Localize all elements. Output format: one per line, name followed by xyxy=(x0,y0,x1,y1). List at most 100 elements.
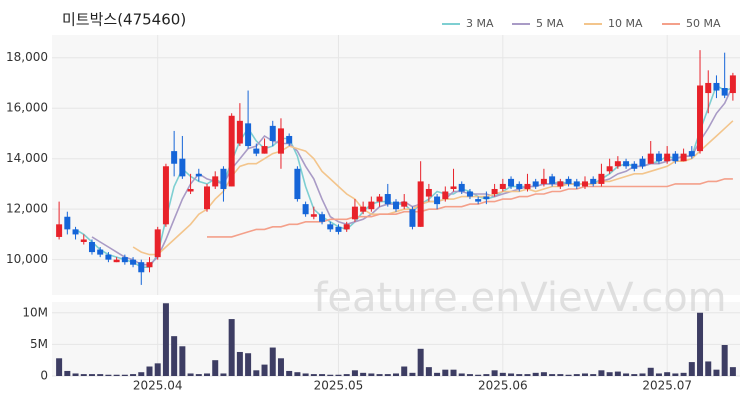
candle-body xyxy=(384,194,391,205)
candle-body xyxy=(376,196,383,202)
volume-bar xyxy=(368,373,375,376)
candle-body xyxy=(705,82,712,94)
y-tick-label: 12,000 xyxy=(6,202,48,216)
candle-body xyxy=(335,226,342,232)
volume-bar xyxy=(729,367,736,376)
volume-bar xyxy=(606,372,613,376)
candle-body xyxy=(614,161,621,167)
candle-body xyxy=(204,186,211,210)
candle-body xyxy=(245,123,252,147)
watermark: feature.enVievV.com xyxy=(313,275,726,321)
candle-body xyxy=(56,224,63,237)
candle-body xyxy=(220,168,227,189)
candle-body xyxy=(360,206,367,212)
volume-bar xyxy=(64,370,71,376)
candle-body xyxy=(138,262,145,273)
volume-bar xyxy=(105,374,112,376)
volume-bar xyxy=(614,371,621,376)
candle-body xyxy=(368,201,375,210)
volume-bar xyxy=(80,374,87,376)
candle-body xyxy=(401,201,408,207)
candle-body xyxy=(631,163,638,169)
candle-body xyxy=(310,214,317,217)
volume-bar xyxy=(146,366,153,376)
candle-body xyxy=(319,214,326,222)
volume-bar xyxy=(286,370,293,376)
candle-body xyxy=(540,178,547,184)
candle-body xyxy=(261,146,268,154)
volume-bar xyxy=(245,353,252,376)
volume-bar xyxy=(647,367,654,376)
volume-bar xyxy=(261,364,268,376)
volume-bar xyxy=(688,362,695,376)
legend-label: 3 MA xyxy=(466,17,494,30)
volume-bar xyxy=(483,374,490,376)
volume-bar xyxy=(327,374,334,376)
volume-bar xyxy=(434,372,441,376)
candle-body xyxy=(664,153,671,162)
candle-body xyxy=(327,224,334,230)
volume-bar xyxy=(187,373,194,376)
candle-body xyxy=(269,125,276,142)
volume-bar xyxy=(664,372,671,376)
volume-bar xyxy=(549,374,556,376)
volume-bar xyxy=(376,374,383,376)
candle-body xyxy=(557,181,564,187)
volume-bar xyxy=(697,312,704,376)
candle-body xyxy=(97,249,104,255)
candle-body xyxy=(393,201,399,210)
volume-bar xyxy=(113,374,120,376)
candle-body xyxy=(72,229,79,235)
volume-bar xyxy=(393,373,399,376)
candle-body xyxy=(524,183,531,189)
volume-bar xyxy=(639,373,646,376)
y-tick-label: 5M xyxy=(30,337,48,351)
volume-bar xyxy=(154,363,161,376)
candle-body xyxy=(146,262,153,268)
volume-bar xyxy=(162,303,169,376)
candle-body xyxy=(162,166,169,225)
candle-body xyxy=(195,173,202,177)
volume-bar xyxy=(516,374,523,376)
volume-bar xyxy=(450,369,457,376)
ma-line xyxy=(207,178,733,238)
candle-body xyxy=(212,176,219,187)
volume-bar xyxy=(475,374,482,376)
volume-bar xyxy=(540,372,547,376)
candle-body xyxy=(302,204,309,215)
volume-bar xyxy=(335,374,342,376)
candle-body xyxy=(573,181,580,187)
volume-bar xyxy=(310,374,317,376)
volume-bar xyxy=(713,369,720,376)
candle-body xyxy=(286,135,293,144)
candle-body xyxy=(105,254,112,260)
volume-bar xyxy=(458,373,465,376)
volume-bar xyxy=(294,372,301,376)
y-tick-label: 16,000 xyxy=(6,101,48,115)
candle-body xyxy=(466,191,473,197)
volume-bar xyxy=(179,346,186,376)
volume-bar xyxy=(557,374,564,376)
candle-body xyxy=(499,183,506,189)
candle-body xyxy=(655,153,662,162)
candle-body xyxy=(236,120,243,144)
volume-bar xyxy=(195,374,202,376)
volume-bar xyxy=(565,374,572,376)
volume-bar xyxy=(171,336,178,376)
candle-body xyxy=(598,173,605,184)
candle-body xyxy=(179,158,186,177)
legend-label: 50 MA xyxy=(686,17,721,30)
volume-bar xyxy=(121,374,128,376)
volume-bar xyxy=(212,360,219,376)
volume-bar xyxy=(623,373,630,376)
volume-bar xyxy=(581,373,588,376)
volume-bar xyxy=(598,370,605,376)
candle-body xyxy=(647,153,654,164)
volume-bar xyxy=(253,370,260,376)
volume-bar xyxy=(401,366,408,376)
candle-body xyxy=(450,186,457,189)
volume-bar xyxy=(417,348,424,376)
volume-bar xyxy=(351,370,358,376)
volume-bar xyxy=(88,374,95,376)
candle-body xyxy=(88,241,95,253)
